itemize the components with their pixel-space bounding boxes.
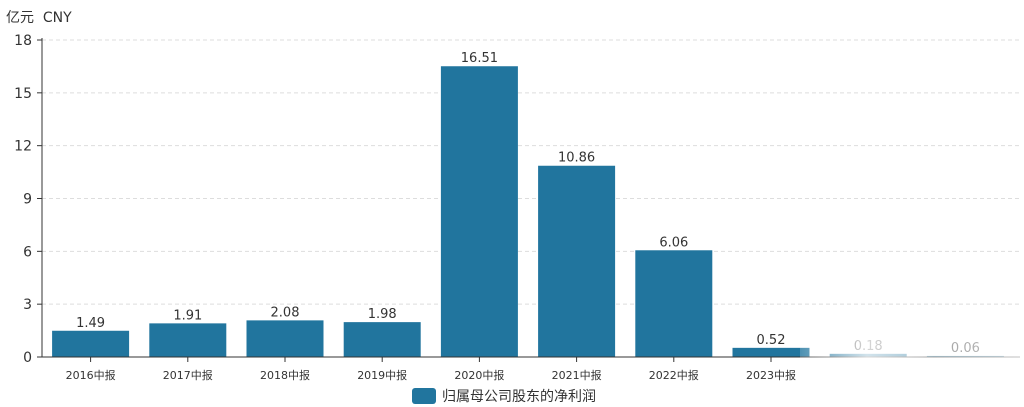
bar-value-label: 10.86 [558, 151, 595, 166]
y-tick-label: 0 [23, 350, 32, 366]
bar [732, 347, 810, 357]
x-tick-label: 2018中报 [260, 368, 310, 382]
y-tick-label: 9 [23, 192, 32, 208]
bar [52, 330, 130, 357]
y-tick-label: 3 [23, 297, 32, 313]
x-tick-label: 2023中报 [746, 368, 796, 382]
legend-item-net-profit[interactable]: 归属母公司股东的净利润 [412, 386, 596, 406]
bar-value-label: 16.51 [461, 51, 498, 66]
legend-label: 归属母公司股东的净利润 [442, 389, 596, 405]
x-tick-label: 2020中报 [454, 368, 504, 382]
bar [246, 320, 324, 357]
bar [635, 250, 713, 357]
bar-value-label: 6.06 [659, 235, 688, 250]
y-tick-label: 18 [14, 33, 32, 49]
bar-value-label: 1.49 [76, 316, 105, 331]
bar [538, 165, 616, 357]
bar [440, 66, 518, 358]
bar-value-label: 2.08 [271, 305, 300, 320]
y-axis-unit-label: 亿元 CNY [6, 10, 72, 26]
bar [149, 323, 227, 357]
fade-overlay [800, 336, 1024, 372]
bar-value-label: 1.91 [173, 308, 202, 323]
x-tick-label: 2021中报 [552, 368, 602, 382]
bar [343, 322, 421, 357]
x-tick-label: 2016中报 [66, 368, 116, 382]
y-tick-label: 12 [14, 139, 32, 155]
legend-swatch-icon [412, 388, 436, 404]
x-tick-label: 2017中报 [163, 368, 213, 382]
bar-value-label: 0.52 [757, 333, 786, 348]
x-tick-label: 2019中报 [357, 368, 407, 382]
y-tick-label: 15 [14, 86, 32, 102]
bar-value-label: 1.98 [368, 307, 397, 322]
y-tick-label: 6 [23, 244, 32, 260]
x-tick-label: 2022中报 [649, 368, 699, 382]
